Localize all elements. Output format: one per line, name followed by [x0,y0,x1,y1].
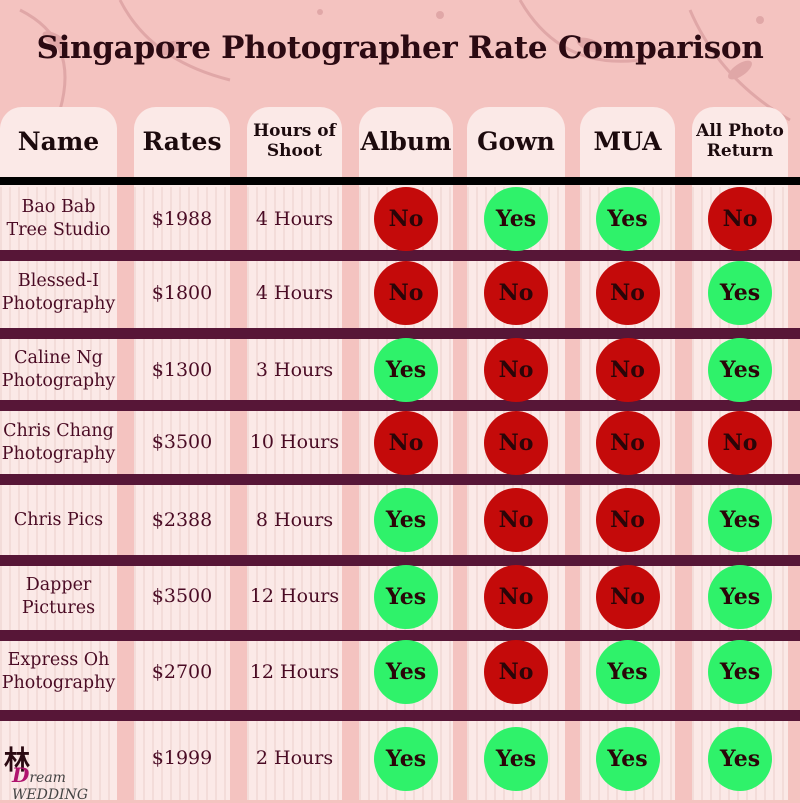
cell-rates: $1800 [151,281,213,304]
badge-album-yes: Yes [374,338,438,402]
cell-rates: $1300 [151,358,213,381]
badge-mua-yes: Yes [595,640,660,704]
cell-name: Chris Chang Photography [1,420,116,464]
cell-hours: 4 Hours [255,207,334,230]
badge-gown-yes: Yes [484,187,548,251]
header-name: Name [17,126,100,156]
cell-rates: $3500 [151,431,213,454]
badge-gown-no: No [484,338,548,402]
column-rates-bg [134,107,230,800]
header-rates: Rates [142,126,222,156]
header-gown: Gown [477,126,555,156]
row-separator [0,710,800,721]
badge-all-photo-return-yes: Yes [708,564,772,629]
column-hours-bg [247,107,342,800]
logo-accent: D [12,763,30,787]
header-hours: Hours of Shoot [253,121,336,161]
badge-gown-no: No [484,488,548,552]
row-separator [0,400,800,411]
page-title: Singapore Photographer Rate Comparison [36,30,764,66]
header-mua: MUA [593,126,662,156]
badge-gown-yes: Yes [484,726,548,791]
badge-mua-no: No [595,338,660,402]
badge-mua-no: No [595,261,660,325]
row-separator [0,555,800,566]
column-name-bg [0,107,117,800]
row-separator [0,474,800,485]
cell-rates: $1988 [151,207,213,230]
badge-mua-yes: Yes [595,726,660,791]
logo-brand: WEDDING [12,787,89,803]
cell-name: Bao Bab Tree Studio [6,197,111,240]
header-divider [0,177,800,185]
badge-all-photo-return-yes: Yes [708,726,772,791]
leaf-pattern-background [19,0,791,122]
badge-album-no: No [374,187,438,251]
row-separator [0,328,800,339]
badge-all-photo-return-yes: Yes [708,640,772,704]
cell-hours: 12 Hours [249,660,340,683]
cell-hours: 12 Hours [249,585,340,608]
cell-rates: $3500 [151,585,213,608]
badge-all-photo-return-yes: Yes [708,261,772,325]
cell-name: Express Oh Photography [1,650,116,693]
cell-hours: 10 Hours [249,431,340,454]
badge-mua-no: No [595,564,660,629]
cell-rates: $2388 [151,508,213,531]
badge-gown-no: No [484,640,548,704]
badge-all-photo-return-yes: Yes [708,488,772,552]
cell-rates: $2700 [151,660,213,683]
cell-name: Chris Pics [13,509,104,530]
cell-name: Caline Ng Photography [1,348,116,391]
badge-album-no: No [374,410,438,475]
cell-name: Blessed-I Photography [1,271,116,314]
badge-gown-no: No [484,261,548,325]
header-all-photo-return: All Photo Return [696,121,784,161]
badge-gown-no: No [484,564,548,629]
badge-all-photo-return-yes: Yes [708,338,772,402]
badge-album-yes: Yes [374,726,438,791]
cell-name: Dapper Pictures [21,574,96,618]
badge-all-photo-return-no: No [708,410,772,475]
row-separator [0,250,800,261]
badge-mua-no: No [595,488,660,552]
badge-mua-no: No [595,410,660,475]
logo-mark: 林 [4,746,31,776]
badge-album-yes: Yes [374,564,438,629]
dream-wedding-logo: 林 Dream WEDDING [4,738,120,803]
cell-hours: 3 Hours [255,358,334,381]
badge-album-yes: Yes [374,640,438,704]
cell-hours: 4 Hours [255,281,334,304]
badge-album-yes: Yes [374,488,438,552]
badge-all-photo-return-no: No [708,187,772,251]
badge-gown-no: No [484,410,548,475]
badge-mua-yes: Yes [595,187,660,251]
logo-rest: ream [29,770,66,786]
badge-album-no: No [374,261,438,325]
header-album: Album [360,126,452,156]
cell-hours: 8 Hours [255,508,334,531]
cell-hours: 2 Hours [255,747,334,770]
cell-rates: $1999 [151,747,213,770]
logo-text: Dream WEDDING [12,763,120,803]
row-separator [0,630,800,641]
